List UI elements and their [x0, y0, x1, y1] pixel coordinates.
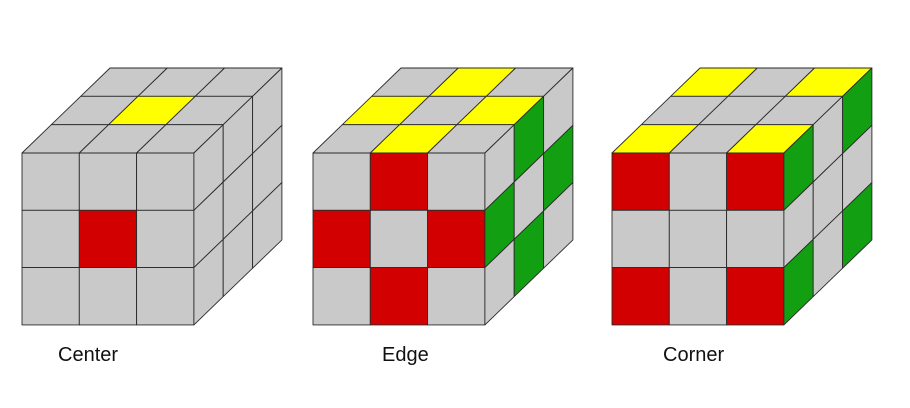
- front-sticker: [668, 267, 728, 326]
- front-sticker: [21, 152, 80, 211]
- front-sticker: [136, 267, 195, 326]
- front-sticker: [726, 209, 785, 269]
- front-sticker: [668, 209, 728, 269]
- front-sticker: [369, 267, 429, 326]
- front-sticker: [427, 209, 486, 269]
- front-sticker: [136, 152, 195, 211]
- center-label: Center: [58, 344, 118, 366]
- front-sticker: [726, 152, 785, 211]
- front-sticker: [21, 209, 80, 269]
- front-sticker: [668, 152, 728, 211]
- front-sticker: [726, 267, 785, 326]
- edge-label: Edge: [382, 344, 429, 366]
- front-sticker: [427, 152, 486, 211]
- corner-label: Corner: [663, 344, 724, 366]
- front-sticker: [78, 152, 138, 211]
- front-sticker: [78, 209, 138, 269]
- front-sticker: [369, 152, 429, 211]
- side-sticker: [842, 182, 873, 269]
- edge-piece-cube: [312, 67, 574, 326]
- front-sticker: [78, 267, 138, 326]
- front-sticker: [427, 267, 486, 326]
- front-sticker: [369, 209, 429, 269]
- side-sticker: [543, 182, 574, 269]
- front-sticker: [312, 209, 371, 269]
- front-sticker: [312, 152, 371, 211]
- corner-piece-cube: [611, 67, 873, 326]
- center-piece-cube: [21, 67, 283, 326]
- side-sticker: [252, 182, 283, 269]
- front-sticker: [312, 267, 371, 326]
- front-sticker: [611, 152, 670, 211]
- front-sticker: [611, 209, 670, 269]
- front-sticker: [611, 267, 670, 326]
- front-sticker: [21, 267, 80, 326]
- front-sticker: [136, 209, 195, 269]
